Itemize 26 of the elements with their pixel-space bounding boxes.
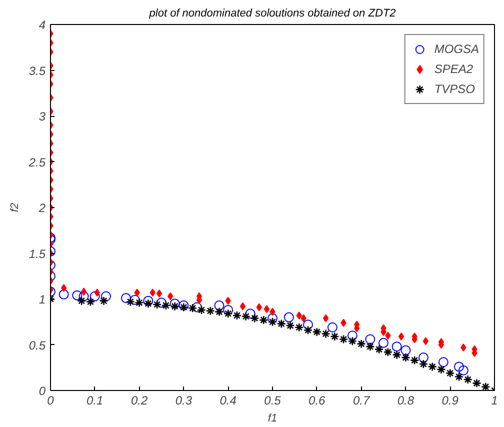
x-axis-title: f1 (268, 412, 278, 424)
y-tick-label: 0.5 (28, 338, 46, 352)
y-tick-label: 0 (38, 384, 46, 398)
y-tick-label: 1.5 (28, 246, 46, 261)
x-tick-label: 0.3 (175, 394, 192, 408)
x-tick-label: 0.6 (308, 394, 326, 408)
y-tick-label: 2.5 (28, 155, 46, 170)
chart-title: plot of nondominated soloutions obtained on ZDT2 (148, 8, 396, 20)
x-tick-label: 0.9 (442, 394, 459, 408)
x-tick-label: 0.8 (397, 394, 414, 408)
y-tick-label: 3.5 (28, 64, 46, 78)
x-tick-label: 0.7 (352, 394, 371, 408)
legend-label: SPEA2 (434, 62, 474, 76)
y-tick-label: 3 (38, 110, 46, 124)
y-axis-title: f2 (8, 202, 21, 212)
legend-label: TVPSO (434, 82, 476, 96)
x-tick-label: 0.1 (86, 394, 104, 408)
x-tick-label: 0.5 (264, 394, 282, 408)
x-tick-label: 0.4 (220, 394, 237, 408)
y-tick-label: 1 (38, 292, 46, 306)
x-tick-label: 0.2 (130, 394, 148, 408)
legend-label: MOGSA (434, 42, 479, 56)
y-tick-label: 4 (38, 18, 46, 32)
x-tick-label: 1 (491, 394, 498, 408)
y-tick-label: 2 (38, 201, 46, 215)
x-tick-label: 0 (47, 394, 54, 408)
